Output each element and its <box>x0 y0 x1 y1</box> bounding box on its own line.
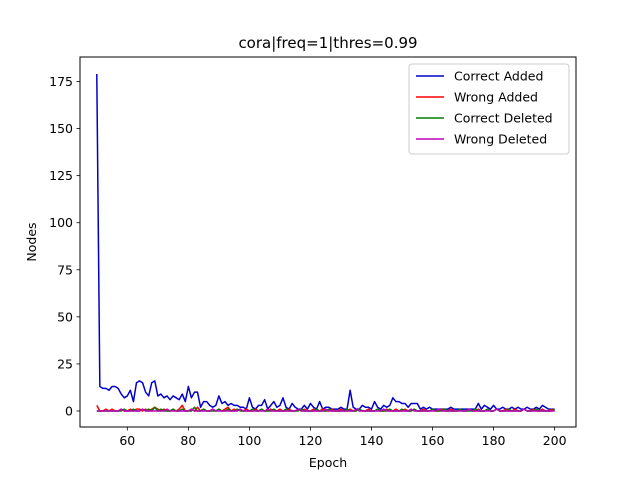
x-tick-label: 100 <box>237 433 261 448</box>
series-line-0 <box>96 73 555 410</box>
x-tick-label: 200 <box>543 433 567 448</box>
x-tick-label: 120 <box>299 433 323 448</box>
series-group <box>96 73 556 412</box>
y-tick-label: 75 <box>57 262 73 277</box>
legend: Correct Added Wrong Added Correct Deleted W… <box>408 63 570 155</box>
x-tick-label: 140 <box>360 433 384 448</box>
y-tick-label: 150 <box>49 121 73 136</box>
y-axis-label: Nodes <box>24 222 39 261</box>
x-tick-label: 160 <box>421 433 445 448</box>
legend-box <box>408 63 570 155</box>
x-axis: 60 80 100 120 140 160 180 200 <box>119 427 567 448</box>
y-tick-label: 100 <box>49 215 73 230</box>
y-tick-label: 175 <box>49 74 73 89</box>
y-tick-label: 50 <box>57 309 73 324</box>
y-tick-label: 125 <box>49 168 73 183</box>
chart-title: cora|freq=1|thres=0.99 <box>238 34 417 52</box>
y-tick-label: 0 <box>65 403 73 418</box>
x-tick-label: 80 <box>180 433 196 448</box>
legend-label-3: Wrong Deleted <box>454 132 547 147</box>
y-axis: 0 25 50 75 100 125 150 175 <box>49 74 80 418</box>
legend-label-1: Wrong Added <box>454 90 538 105</box>
plot-frame <box>79 56 577 428</box>
series-line-3 <box>96 408 555 412</box>
legend-label-0: Correct Added <box>454 69 543 84</box>
x-axis-label: Epoch <box>309 455 347 470</box>
x-tick-label: 180 <box>482 433 506 448</box>
legend-label-2: Correct Deleted <box>454 111 553 126</box>
y-tick-label: 25 <box>57 356 73 371</box>
x-tick-label: 60 <box>119 433 135 448</box>
